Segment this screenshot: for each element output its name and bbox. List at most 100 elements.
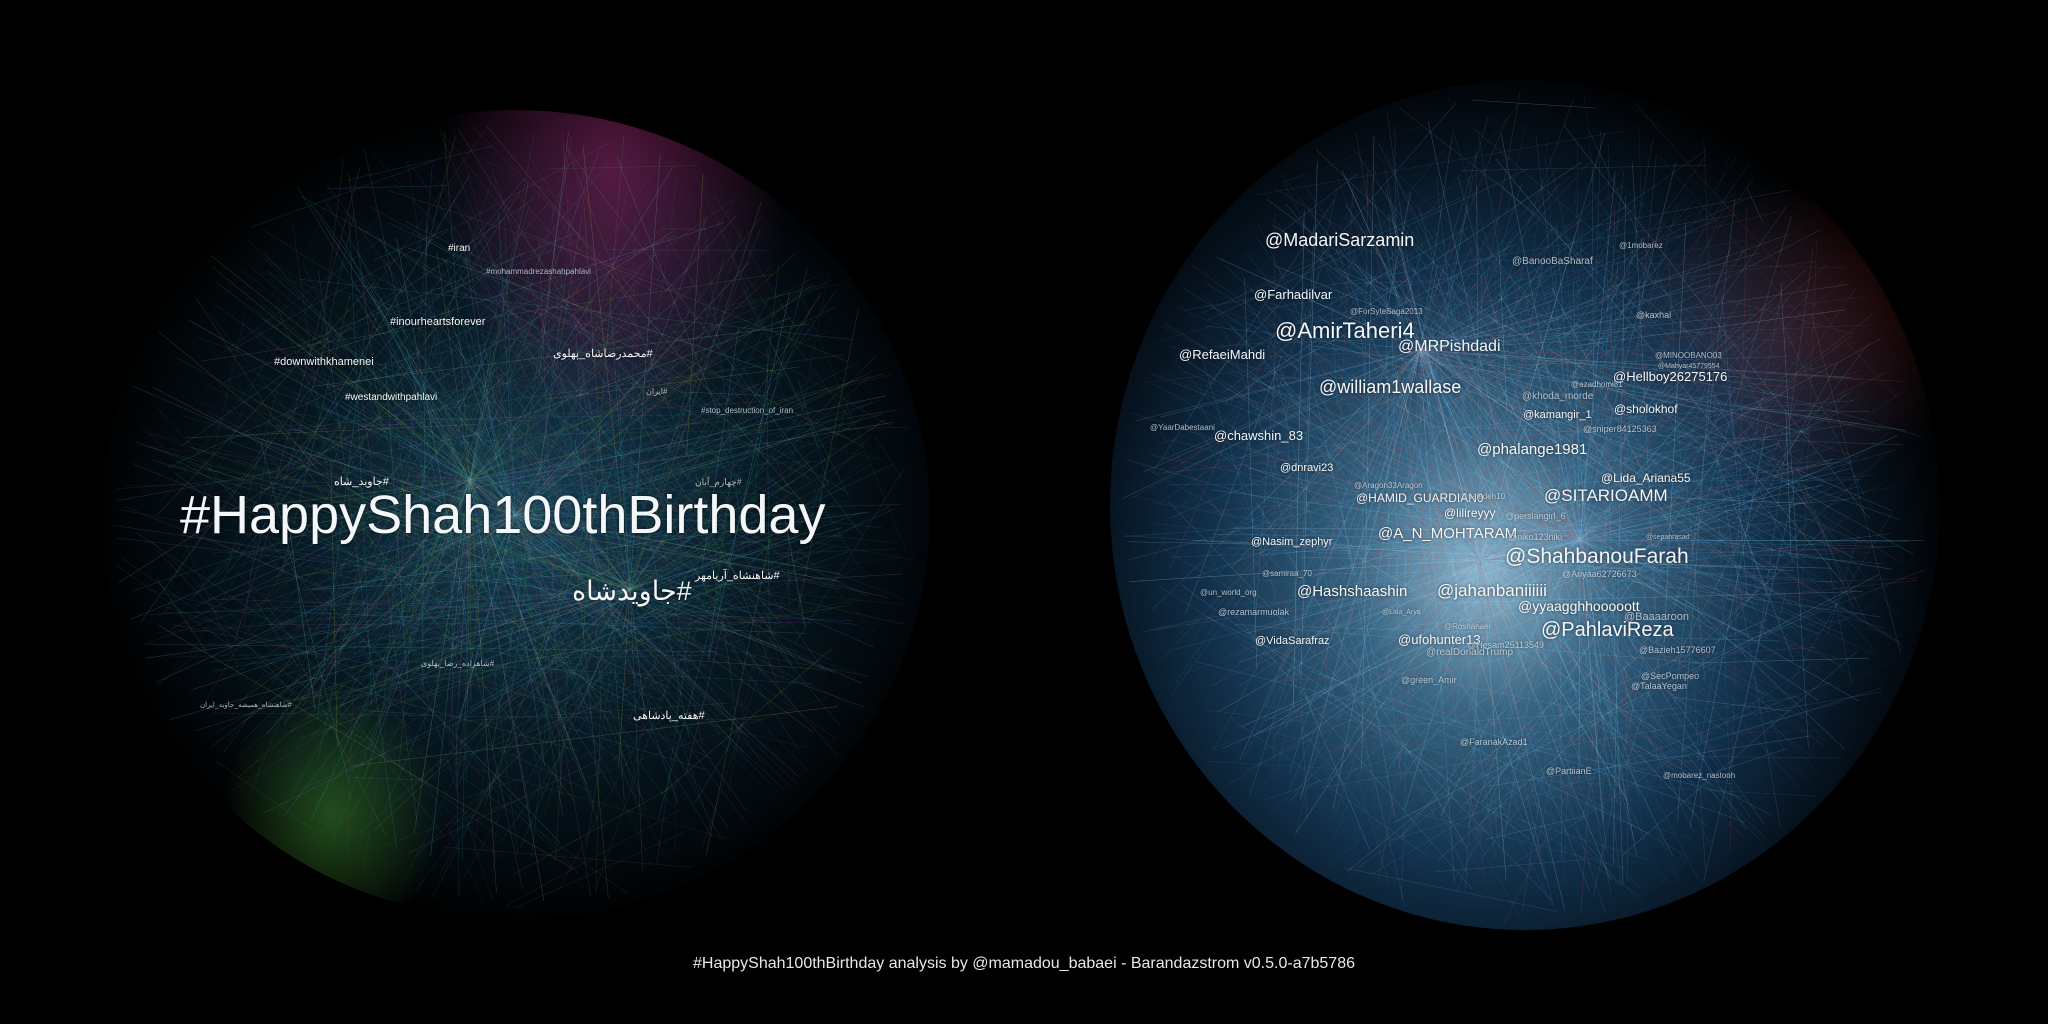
- network-edge: [1175, 305, 1428, 684]
- network-edge: [231, 416, 810, 792]
- network-edge: [413, 553, 730, 858]
- network-edge: [1477, 312, 1748, 442]
- network-edge: [1548, 156, 1654, 638]
- user-handle-label: @lilireyyy: [1444, 506, 1496, 520]
- network-edge: [421, 479, 471, 783]
- network-edge: [629, 504, 836, 591]
- network-edge: [1167, 479, 1862, 486]
- network-edge: [439, 420, 729, 446]
- network-edge: [514, 514, 689, 675]
- network-edge: [293, 589, 631, 715]
- network-edge: [1285, 392, 1308, 821]
- network-edge: [1288, 779, 1321, 802]
- network-edge: [532, 426, 690, 604]
- network-edge: [1419, 285, 1712, 351]
- network-edge: [414, 479, 471, 584]
- network-edge: [1341, 169, 1577, 693]
- network-edge: [1216, 349, 1421, 480]
- network-edge: [1479, 559, 1523, 577]
- network-edge: [555, 383, 800, 751]
- network-edge: [1388, 731, 1415, 769]
- network-edge: [1729, 206, 1748, 853]
- network-edge: [1490, 500, 1581, 541]
- network-edge: [1419, 252, 1760, 351]
- network-edge: [254, 330, 471, 481]
- network-edge: [1450, 340, 1809, 886]
- network-edge: [1483, 267, 1845, 380]
- network-edge: [194, 400, 728, 565]
- network-edge: [211, 534, 694, 554]
- network-edge: [413, 563, 595, 572]
- network-edge: [1262, 705, 1735, 785]
- network-edge: [1341, 290, 1481, 561]
- network-edge: [468, 511, 828, 668]
- network-edge: [1357, 454, 1481, 561]
- network-edge: [1281, 174, 1647, 651]
- network-edge: [629, 589, 728, 751]
- network-edge: [1419, 149, 1707, 351]
- network-edge: [383, 696, 828, 846]
- network-edge: [1479, 559, 1668, 883]
- network-edge: [170, 479, 471, 630]
- network-edge: [1160, 349, 1421, 418]
- network-edge: [544, 667, 685, 696]
- network-edge: [1274, 187, 1338, 470]
- network-edge: [577, 570, 609, 899]
- network-edge: [489, 362, 702, 650]
- hashtag-label: #جاوید_شاه: [334, 476, 389, 488]
- network-edge: [469, 479, 491, 517]
- network-edge: [1474, 769, 1698, 842]
- network-edge: [434, 570, 631, 591]
- network-edge: [535, 654, 721, 659]
- network-edge: [273, 479, 471, 513]
- network-edge: [631, 280, 639, 525]
- network-edge: [469, 479, 874, 596]
- network-edge: [1579, 357, 1829, 541]
- network-edge: [1286, 349, 1421, 485]
- user-handle-label: @samiraa_70: [1262, 569, 1312, 578]
- network-edge: [490, 514, 516, 626]
- network-edge: [410, 514, 516, 598]
- network-edge: [1490, 473, 1557, 660]
- network-edge: [629, 536, 798, 591]
- network-edge: [1541, 308, 1701, 479]
- network-edge: [337, 589, 631, 767]
- network-edge: [425, 423, 798, 785]
- network-edge: [1601, 332, 1649, 496]
- network-edge: [1470, 531, 1481, 561]
- network-edge: [240, 514, 516, 724]
- network-edge: [452, 200, 765, 678]
- network-edge: [417, 233, 845, 492]
- network-edge: [157, 550, 301, 701]
- user-handle-label: @Mahyar45779554: [1658, 363, 1720, 370]
- network-edge: [1323, 184, 1354, 709]
- network-edge: [469, 479, 645, 611]
- network-edge: [1479, 529, 1778, 561]
- network-edge: [1579, 303, 1809, 541]
- network-edge: [469, 355, 607, 481]
- network-edge: [471, 602, 870, 677]
- network-edge: [1536, 363, 1581, 541]
- network-edge: [1341, 657, 1479, 782]
- network-edge: [1627, 216, 1792, 764]
- network-edge: [189, 589, 631, 650]
- hashtag-label: #HappyShah100thBirthday: [180, 485, 826, 545]
- network-edge: [1372, 349, 1421, 376]
- network-edge: [469, 386, 495, 481]
- network-edge: [601, 415, 865, 600]
- network-edge: [309, 201, 557, 579]
- hashtag-label: #جاویدشاه: [572, 576, 692, 606]
- network-edge: [611, 558, 699, 600]
- network-edge: [1216, 257, 1421, 351]
- network-edge: [142, 377, 477, 629]
- network-edge: [1345, 204, 1492, 426]
- network-edge: [1364, 559, 1481, 610]
- network-edge: [229, 142, 610, 352]
- network-edge: [1259, 299, 1844, 489]
- network-edge: [383, 497, 403, 705]
- network-edge: [204, 383, 858, 709]
- network-edge: [194, 316, 245, 537]
- network-edge: [468, 258, 516, 516]
- network-edge: [469, 479, 662, 614]
- network-edge: [1419, 349, 1488, 417]
